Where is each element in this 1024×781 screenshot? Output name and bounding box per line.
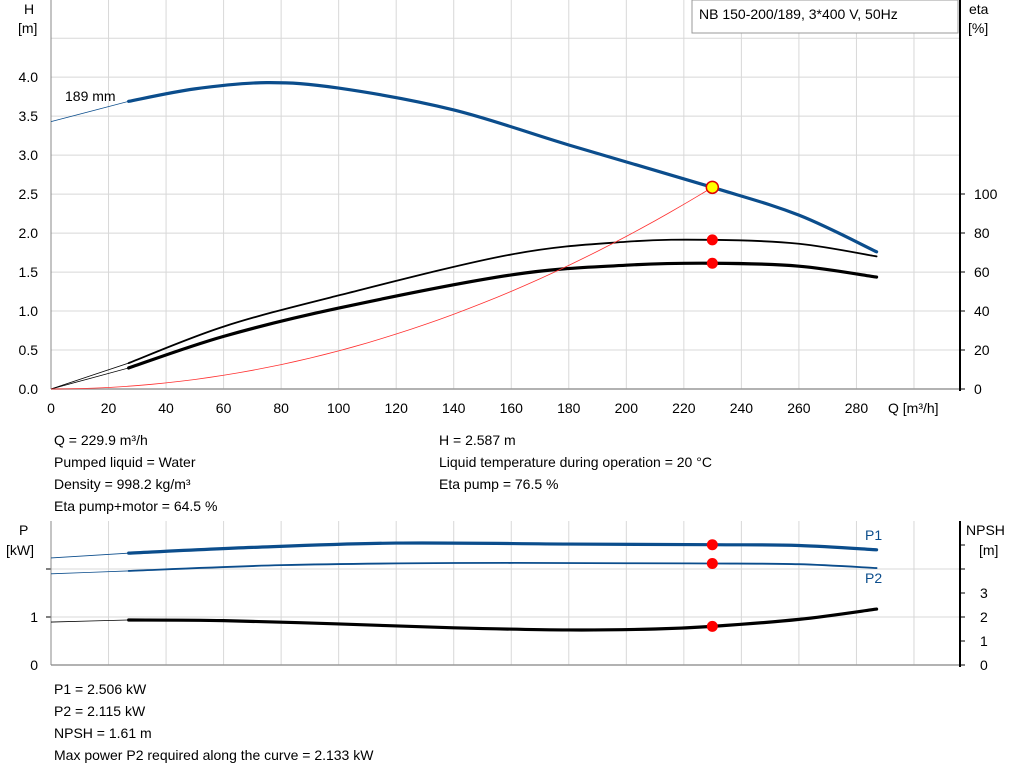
top-curves [50, 81, 879, 390]
info-p1: P1 = 2.506 kW [54, 681, 147, 697]
p-tick-label: 1 [30, 609, 38, 625]
x-tick-label: 260 [787, 400, 811, 416]
operating-point [706, 234, 718, 246]
h-tick-label: 0.0 [19, 381, 39, 397]
h-tick-label: 1.0 [19, 303, 39, 319]
info-p2: P2 = 2.115 kW [54, 703, 146, 719]
eta-pump-curve [127, 238, 878, 364]
info-top-right: H = 2.587 m Liquid temperature during op… [439, 429, 712, 495]
npsh-tick-label: 0 [980, 657, 988, 673]
x-tick-label: 200 [615, 400, 639, 416]
npsh-axis-label: NPSH [966, 522, 1005, 538]
npsh-tick-label: 1 [980, 633, 988, 649]
operating-point [706, 620, 718, 632]
eta-tick-label: 20 [974, 342, 990, 358]
info-eta-pump: Eta pump = 76.5 % [439, 476, 559, 492]
eta-axis-unit: [%] [968, 20, 988, 36]
bottom-curves [50, 539, 879, 632]
tick-labels: 0 20 40 60 80 100 120 140 160 180 200 220 240 260 2800… [19, 69, 998, 673]
h-axis-label: H [24, 1, 34, 17]
h-tick-label: 0.5 [19, 342, 39, 358]
top-grid [50, 0, 965, 391]
legend-p1: P1 [865, 527, 882, 543]
h-axis-unit: [m] [18, 20, 37, 36]
x-tick-label: 120 [385, 400, 409, 416]
eta-axis-label: eta [969, 1, 989, 17]
eta-tick-label: 80 [974, 225, 990, 241]
x-tick-label: 280 [845, 400, 869, 416]
legend-p2: P2 [865, 570, 882, 586]
system-curve-curve [50, 186, 713, 390]
operating-point [706, 257, 718, 269]
info-h: H = 2.587 m [439, 432, 516, 448]
eta-tick-label: 60 [974, 264, 990, 280]
h-curve [127, 81, 879, 254]
npsh-tick-label: 2 [980, 609, 988, 625]
info-density: Density = 998.2 kg/m³ [54, 476, 191, 492]
npsh-axis-unit: [m] [979, 542, 998, 558]
info-top-left: Q = 229.9 m³/h Pumped liquid = Water Den… [54, 429, 217, 517]
x-tick-label: 140 [442, 400, 466, 416]
info-eta-pump-motor: Eta pump+motor = 64.5 % [54, 498, 218, 514]
eta-pump-motor-curve [127, 261, 879, 370]
h-tick-label: 2.0 [19, 225, 39, 241]
bottom-grid [46, 521, 965, 667]
info-max-power: Max power P2 required along the curve = … [54, 747, 374, 763]
h-tick-label: 2.5 [19, 186, 39, 202]
info-liquid: Pumped liquid = Water [54, 454, 196, 470]
eta-pump-extension [50, 362, 129, 390]
info-bottom: P1 = 2.506 kW P2 = 2.115 kW NPSH = 1.61 … [54, 678, 373, 766]
p2-curve [127, 561, 878, 572]
h-tick-label: 4.0 [19, 69, 39, 85]
p-axis-label: P [19, 522, 28, 538]
npsh-curve [127, 607, 879, 632]
eta-tick-label: 40 [974, 303, 990, 319]
h-tick-label: 3.5 [19, 108, 39, 124]
x-tick-label: 160 [500, 400, 524, 416]
eta-tick-label: 0 [974, 381, 982, 397]
info-q: Q = 229.9 m³/h [54, 432, 148, 448]
x-tick-label: 0 [47, 400, 55, 416]
diameter-annotation: 189 mm [65, 88, 116, 104]
x-tick-label: 240 [730, 400, 754, 416]
x-tick-label: 180 [557, 400, 581, 416]
h-tick-label: 1.5 [19, 264, 39, 280]
npsh-tick-label: 3 [980, 585, 988, 601]
chart-title: NB 150-200/189, 3*400 V, 50Hz [699, 6, 898, 22]
operating-point [706, 557, 718, 569]
x-tick-label: 100 [327, 400, 351, 416]
x-axis-label: Q [m³/h] [888, 400, 939, 416]
p2-extension [50, 570, 129, 575]
title-box [691, 0, 959, 34]
info-npsh: NPSH = 1.61 m [54, 725, 152, 741]
p1-curve [127, 541, 879, 555]
x-tick-label: 60 [216, 400, 232, 416]
x-tick-label: 220 [672, 400, 696, 416]
x-tick-label: 20 [101, 400, 117, 416]
h-tick-label: 3.0 [19, 147, 39, 163]
p-axis-unit: [kW] [6, 542, 34, 558]
npsh-extension [50, 619, 129, 623]
operating-point [705, 180, 720, 195]
p1-extension [50, 552, 129, 559]
p-tick-label: 0 [30, 657, 38, 673]
h-extension [50, 100, 129, 122]
x-tick-label: 40 [158, 400, 174, 416]
info-temperature: Liquid temperature during operation = 20… [439, 454, 712, 470]
operating-point [706, 539, 718, 551]
x-tick-label: 80 [273, 400, 289, 416]
eta-pump-motor-extension [50, 367, 129, 390]
eta-tick-label: 100 [974, 186, 998, 202]
